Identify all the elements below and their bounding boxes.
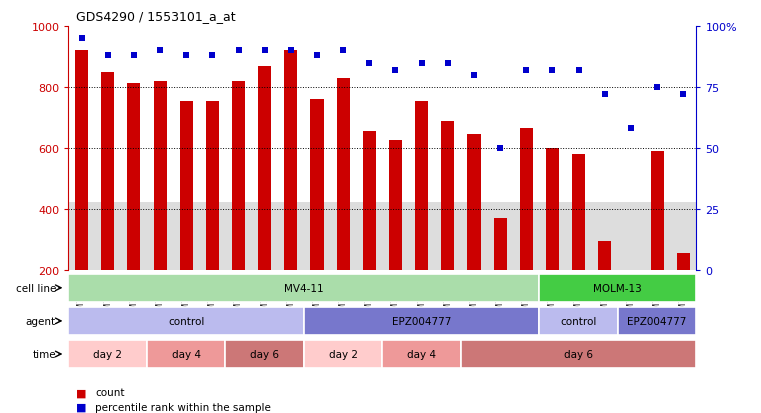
Point bbox=[337, 48, 349, 55]
Point bbox=[75, 36, 88, 43]
Point bbox=[416, 60, 428, 66]
Point bbox=[128, 53, 140, 59]
Point bbox=[651, 84, 663, 91]
Point bbox=[285, 48, 297, 55]
Point bbox=[468, 72, 480, 79]
Text: ■: ■ bbox=[76, 402, 87, 412]
Point bbox=[677, 92, 689, 98]
Bar bbox=[572, 155, 585, 271]
Bar bbox=[68, 202, 696, 271]
Bar bbox=[624, 271, 638, 272]
Text: time: time bbox=[32, 349, 56, 359]
Bar bbox=[618, 307, 696, 335]
Bar bbox=[467, 135, 480, 271]
Point bbox=[572, 67, 584, 74]
Text: day 6: day 6 bbox=[250, 349, 279, 359]
Point bbox=[521, 67, 533, 74]
Bar bbox=[68, 340, 147, 368]
Point bbox=[441, 60, 454, 66]
Bar bbox=[75, 51, 88, 271]
Bar bbox=[651, 152, 664, 271]
Text: control: control bbox=[560, 316, 597, 326]
Bar bbox=[540, 307, 618, 335]
Bar bbox=[232, 82, 245, 271]
Point bbox=[232, 48, 244, 55]
Point bbox=[625, 126, 637, 133]
Point bbox=[206, 53, 218, 59]
Point bbox=[363, 60, 375, 66]
Bar bbox=[461, 340, 696, 368]
Text: day 2: day 2 bbox=[329, 349, 358, 359]
Point bbox=[180, 53, 193, 59]
Bar bbox=[258, 66, 271, 271]
Bar bbox=[180, 102, 193, 271]
Bar bbox=[598, 242, 611, 271]
Bar bbox=[441, 121, 454, 271]
Point bbox=[546, 67, 559, 74]
Bar bbox=[205, 102, 219, 271]
Text: cell line: cell line bbox=[15, 283, 56, 293]
Bar bbox=[147, 340, 225, 368]
Point bbox=[311, 53, 323, 59]
Point bbox=[599, 92, 611, 98]
Bar bbox=[304, 307, 540, 335]
Bar bbox=[285, 51, 298, 271]
Text: count: count bbox=[95, 387, 125, 397]
Bar bbox=[546, 149, 559, 271]
Text: day 4: day 4 bbox=[407, 349, 436, 359]
Bar bbox=[382, 340, 461, 368]
Point bbox=[494, 145, 506, 152]
Point bbox=[259, 48, 271, 55]
Text: MOLM-13: MOLM-13 bbox=[594, 283, 642, 293]
Bar bbox=[363, 132, 376, 271]
Bar bbox=[389, 141, 402, 271]
Bar bbox=[336, 78, 350, 271]
Bar bbox=[101, 73, 114, 271]
Bar bbox=[540, 274, 696, 302]
Bar bbox=[310, 100, 323, 271]
Text: GDS4290 / 1553101_a_at: GDS4290 / 1553101_a_at bbox=[76, 10, 236, 23]
Bar bbox=[677, 254, 689, 271]
Text: EPZ004777: EPZ004777 bbox=[627, 316, 686, 326]
Bar bbox=[68, 274, 540, 302]
Text: agent: agent bbox=[26, 316, 56, 326]
Text: percentile rank within the sample: percentile rank within the sample bbox=[95, 402, 271, 412]
Bar bbox=[520, 129, 533, 271]
Bar bbox=[225, 340, 304, 368]
Text: control: control bbox=[168, 316, 205, 326]
Bar bbox=[127, 84, 141, 271]
Bar bbox=[68, 307, 304, 335]
Text: day 6: day 6 bbox=[564, 349, 593, 359]
Text: MV4-11: MV4-11 bbox=[284, 283, 323, 293]
Point bbox=[154, 48, 166, 55]
Bar bbox=[304, 340, 383, 368]
Bar bbox=[154, 82, 167, 271]
Bar bbox=[494, 219, 507, 271]
Point bbox=[102, 53, 114, 59]
Text: ■: ■ bbox=[76, 387, 87, 397]
Text: day 2: day 2 bbox=[94, 349, 123, 359]
Text: day 4: day 4 bbox=[172, 349, 201, 359]
Bar bbox=[415, 102, 428, 271]
Point bbox=[390, 67, 402, 74]
Text: EPZ004777: EPZ004777 bbox=[392, 316, 451, 326]
